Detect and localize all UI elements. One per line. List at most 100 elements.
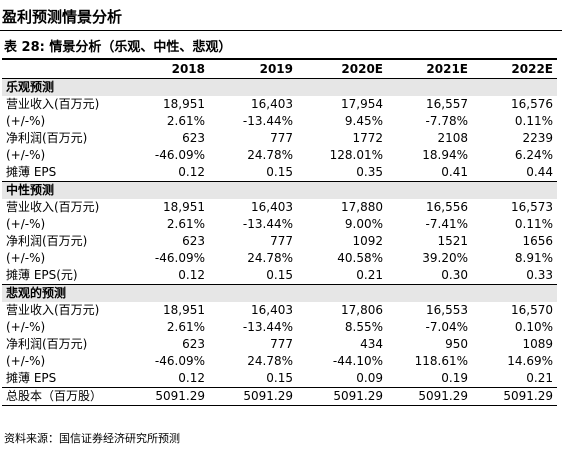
row-label: 营业收入(百万元) [6,303,100,317]
cell: 5091.29 [297,387,387,406]
cell: 1089 [522,337,553,351]
section-cell [472,284,557,302]
cell: 16,556 [426,200,468,214]
cell: 0.21 [356,268,383,282]
data-row: 摊薄 EPS 0.12 0.15 0.09 0.19 0.21 [2,370,557,388]
row-label: 净利润(百万元) [6,131,88,145]
section-cell [122,284,209,302]
page-title: 盈利预测情景分析 [2,8,123,26]
row-label: (+/-%) [6,148,46,162]
cell: 18.94% [422,148,468,162]
cell: -46.09% [154,354,205,368]
cell: 5091.29 [472,387,557,406]
data-row: (+/-%) -46.09% 24.78% -44.10% 118.61% 14.69% [2,353,557,370]
data-row: 净利润(百万元) 623 777 1092 1521 1656 [2,233,557,250]
section-title: 中性预测 [2,181,122,199]
column-header: 2021E [387,58,472,79]
cell: 17,880 [341,200,383,214]
cell: 0.12 [178,268,205,282]
section-row: 悲观的预测 [2,284,557,302]
data-row: 净利润(百万元) 623 777 434 950 1089 [2,336,557,353]
cell: 1772 [352,131,383,145]
table-caption: 表 28: 情景分析（乐观、中性、悲观） [4,40,232,55]
data-row: (+/-%) 2.61% -13.44% 9.00% -7.41% 0.11% [2,216,557,233]
cell: 0.30 [441,268,468,282]
section-row: 中性预测 [2,181,557,199]
cell: 5091.29 [122,387,209,406]
scenario-table: 2018 2019 2020E 2021E 2022E 乐观预测 营业收入(百万元) 18,9… [2,58,557,406]
cell: 16,570 [511,303,553,317]
section-cell [387,181,472,199]
row-label: 摊薄 EPS [6,165,57,179]
cell: 0.12 [178,371,205,385]
cell: 128.01% [329,148,383,162]
section-cell [122,181,209,199]
cell: 40.58% [337,251,383,265]
section-cell [472,181,557,199]
cell: 17,806 [341,303,383,317]
cell: 6.24% [514,148,553,162]
cell: 16,557 [426,97,468,111]
cell: 950 [445,337,468,351]
section-cell [297,78,387,96]
cell: 0.15 [266,165,293,179]
cell: -7.04% [425,320,468,334]
cell: -13.44% [242,320,293,334]
cell: 18,951 [163,200,205,214]
column-header: 2020E [297,58,387,79]
cell: 1092 [352,234,383,248]
data-row: 营业收入(百万元) 18,951 16,403 17,806 16,553 16,570 [2,302,557,319]
cell: 623 [182,131,205,145]
cell: 0.12 [178,165,205,179]
row-label: (+/-%) [6,320,46,334]
row-label: (+/-%) [6,251,46,265]
cell: 16,553 [426,303,468,317]
cell: 0.09 [356,371,383,385]
cell: 0.11% [514,114,553,128]
cell: -13.44% [242,114,293,128]
cell: 2.61% [166,114,205,128]
cell: 434 [360,337,383,351]
row-label: (+/-%) [6,114,46,128]
cell: 623 [182,234,205,248]
cell: 1656 [522,234,553,248]
section-title: 乐观预测 [2,78,122,96]
title-rule [0,30,562,31]
section-row: 乐观预测 [2,78,557,96]
cell: 39.20% [422,251,468,265]
cell: -46.09% [154,251,205,265]
cell: 16,576 [511,97,553,111]
cell: 0.44 [526,165,553,179]
cell: 0.11% [514,217,553,231]
cell: 18,951 [163,97,205,111]
row-label: 营业收入(百万元) [6,200,100,214]
cell: 24.78% [247,148,293,162]
cell: -7.78% [425,114,468,128]
cell: -46.09% [154,148,205,162]
row-label: (+/-%) [6,217,46,231]
cell: 9.00% [344,217,383,231]
cell: 777 [270,234,293,248]
cell: 5091.29 [387,387,472,406]
cell: 8.55% [344,320,383,334]
cell: -7.41% [425,217,468,231]
cell: 24.78% [247,251,293,265]
row-label: 摊薄 EPS [6,371,57,385]
row-label: (+/-%) [6,354,46,368]
data-row: (+/-%) -46.09% 24.78% 40.58% 39.20% 8.91% [2,250,557,267]
source-note: 资料来源：国信证券经济研究所预测 [4,432,180,445]
cell: 16,403 [251,97,293,111]
cell: 623 [182,337,205,351]
data-row: (+/-%) 2.61% -13.44% 9.45% -7.78% 0.11% [2,113,557,130]
cell: 0.15 [266,371,293,385]
row-label: 净利润(百万元) [6,234,88,248]
cell: 17,954 [341,97,383,111]
cell: 0.33 [526,268,553,282]
section-title: 悲观的预测 [2,284,122,302]
section-cell [122,78,209,96]
data-row: 摊薄 EPS 0.12 0.15 0.35 0.41 0.44 [2,164,557,182]
row-label: 总股本（百万股） [2,387,122,406]
cell: 777 [270,131,293,145]
cell: 24.78% [247,354,293,368]
data-row: 营业收入(百万元) 18,951 16,403 17,880 16,556 16,573 [2,199,557,216]
